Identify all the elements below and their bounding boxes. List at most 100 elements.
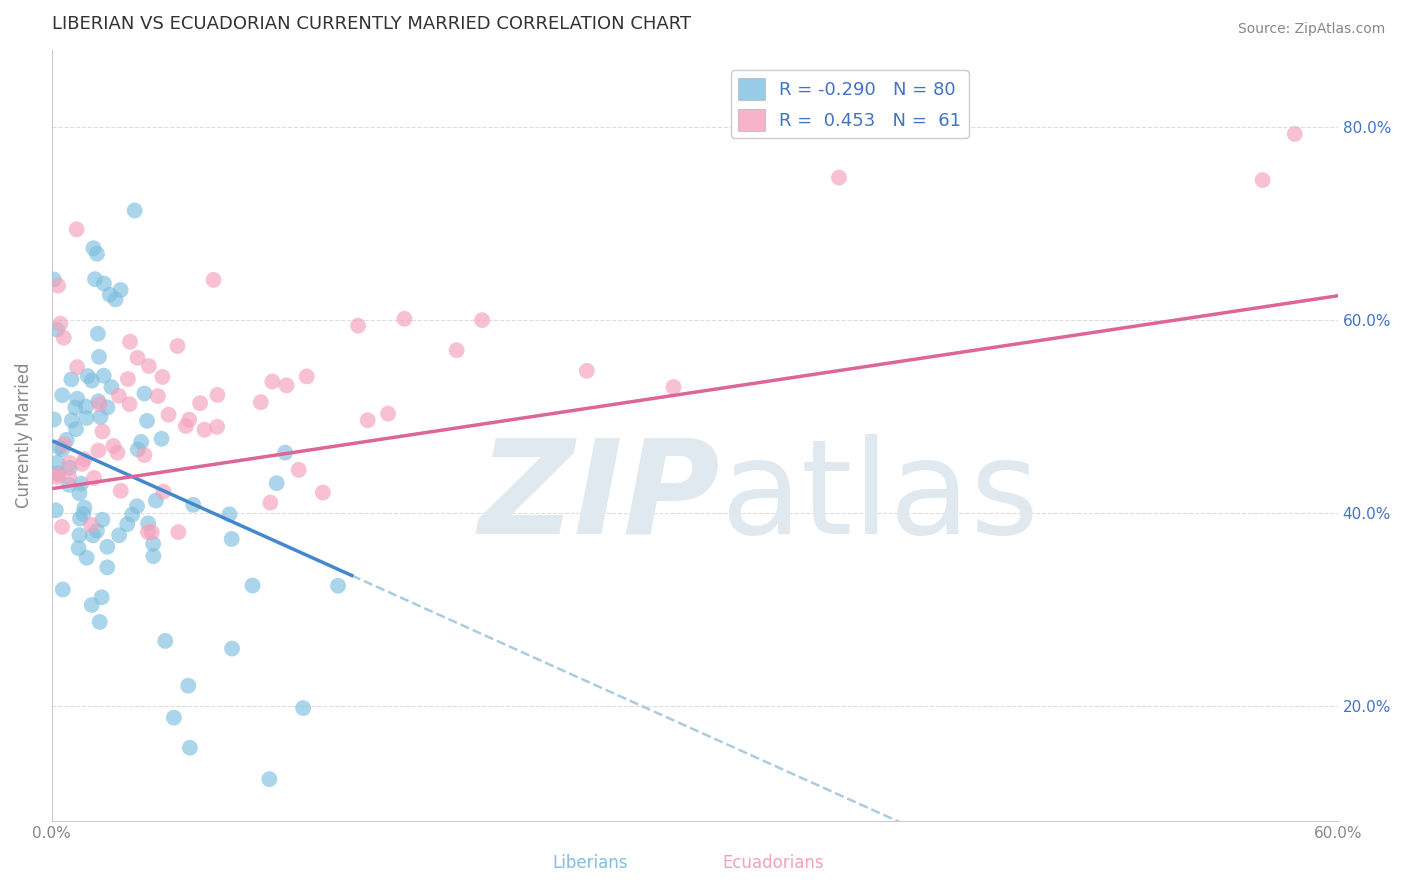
Point bbox=[70, 476, 93, 491]
Point bbox=[84, 272, 107, 286]
Point bbox=[276, 378, 298, 392]
Point bbox=[52, 582, 75, 597]
Point bbox=[45, 322, 67, 336]
Point bbox=[87, 350, 110, 364]
Point bbox=[60, 413, 83, 427]
Point bbox=[104, 293, 127, 307]
Point bbox=[377, 407, 399, 421]
Point bbox=[48, 467, 70, 482]
Point bbox=[312, 485, 335, 500]
Point bbox=[188, 396, 211, 410]
Point bbox=[89, 615, 111, 629]
Point bbox=[93, 368, 115, 383]
Text: LIBERIAN VS ECUADORIAN CURRENTLY MARRIED CORRELATION CHART: LIBERIAN VS ECUADORIAN CURRENTLY MARRIED… bbox=[52, 15, 690, 33]
Point bbox=[53, 437, 76, 451]
Point bbox=[67, 541, 90, 556]
Point bbox=[80, 517, 103, 532]
Point bbox=[51, 442, 73, 457]
Point bbox=[42, 412, 65, 426]
Point bbox=[134, 448, 156, 462]
Point bbox=[274, 445, 297, 459]
Point bbox=[80, 598, 103, 612]
Point bbox=[1251, 173, 1274, 187]
Point bbox=[326, 579, 349, 593]
Point bbox=[46, 467, 69, 481]
Point bbox=[87, 394, 110, 409]
Point bbox=[142, 537, 165, 551]
Point bbox=[75, 400, 97, 414]
Point bbox=[167, 525, 190, 540]
Point bbox=[58, 456, 80, 470]
Point bbox=[96, 560, 118, 574]
Point bbox=[193, 423, 215, 437]
Point bbox=[49, 317, 72, 331]
Point bbox=[51, 388, 73, 402]
Point bbox=[242, 578, 264, 592]
Point bbox=[207, 388, 229, 402]
Point bbox=[157, 408, 180, 422]
Point bbox=[259, 496, 281, 510]
Point bbox=[145, 493, 167, 508]
Point bbox=[127, 351, 149, 365]
Point bbox=[65, 222, 87, 236]
Point bbox=[292, 701, 315, 715]
Point bbox=[52, 331, 75, 345]
Point bbox=[96, 540, 118, 554]
Point bbox=[125, 499, 148, 513]
Point bbox=[66, 360, 89, 375]
Point bbox=[110, 283, 132, 297]
Point bbox=[266, 476, 288, 491]
Point bbox=[91, 513, 114, 527]
Point bbox=[63, 401, 86, 415]
Point bbox=[155, 634, 177, 648]
Point bbox=[117, 372, 139, 386]
Point bbox=[89, 397, 111, 411]
Point bbox=[110, 483, 132, 498]
Point bbox=[174, 419, 197, 434]
Point bbox=[93, 277, 115, 291]
Point bbox=[575, 364, 598, 378]
Point bbox=[55, 433, 77, 447]
Point bbox=[75, 411, 97, 425]
Point bbox=[48, 440, 70, 454]
Point bbox=[134, 386, 156, 401]
Point bbox=[471, 313, 494, 327]
Point bbox=[136, 525, 159, 540]
Point bbox=[107, 445, 129, 459]
Point bbox=[121, 508, 143, 522]
Point bbox=[69, 511, 91, 525]
Point bbox=[218, 508, 240, 522]
Point bbox=[69, 528, 91, 542]
Point bbox=[90, 591, 112, 605]
Point bbox=[60, 372, 83, 386]
Point bbox=[86, 524, 108, 538]
Point bbox=[51, 520, 73, 534]
Point bbox=[138, 359, 160, 373]
Point bbox=[136, 516, 159, 531]
Point bbox=[96, 401, 118, 415]
Point bbox=[46, 456, 69, 470]
Point bbox=[108, 528, 131, 542]
Point bbox=[65, 422, 87, 436]
Point bbox=[108, 389, 131, 403]
Point bbox=[146, 389, 169, 403]
Point bbox=[221, 641, 243, 656]
Point bbox=[124, 203, 146, 218]
Point bbox=[58, 478, 80, 492]
Point bbox=[82, 241, 104, 255]
Point bbox=[394, 311, 416, 326]
Point bbox=[72, 507, 94, 521]
Point bbox=[69, 486, 91, 500]
Point bbox=[58, 470, 80, 484]
Point bbox=[59, 460, 82, 475]
Point bbox=[446, 343, 468, 358]
Point bbox=[250, 395, 273, 409]
Point bbox=[118, 334, 141, 349]
Point bbox=[202, 273, 225, 287]
Point bbox=[150, 370, 173, 384]
Point bbox=[76, 369, 98, 384]
Text: atlas: atlas bbox=[720, 434, 1039, 561]
Point bbox=[166, 339, 188, 353]
Point bbox=[150, 432, 173, 446]
Point bbox=[100, 380, 122, 394]
